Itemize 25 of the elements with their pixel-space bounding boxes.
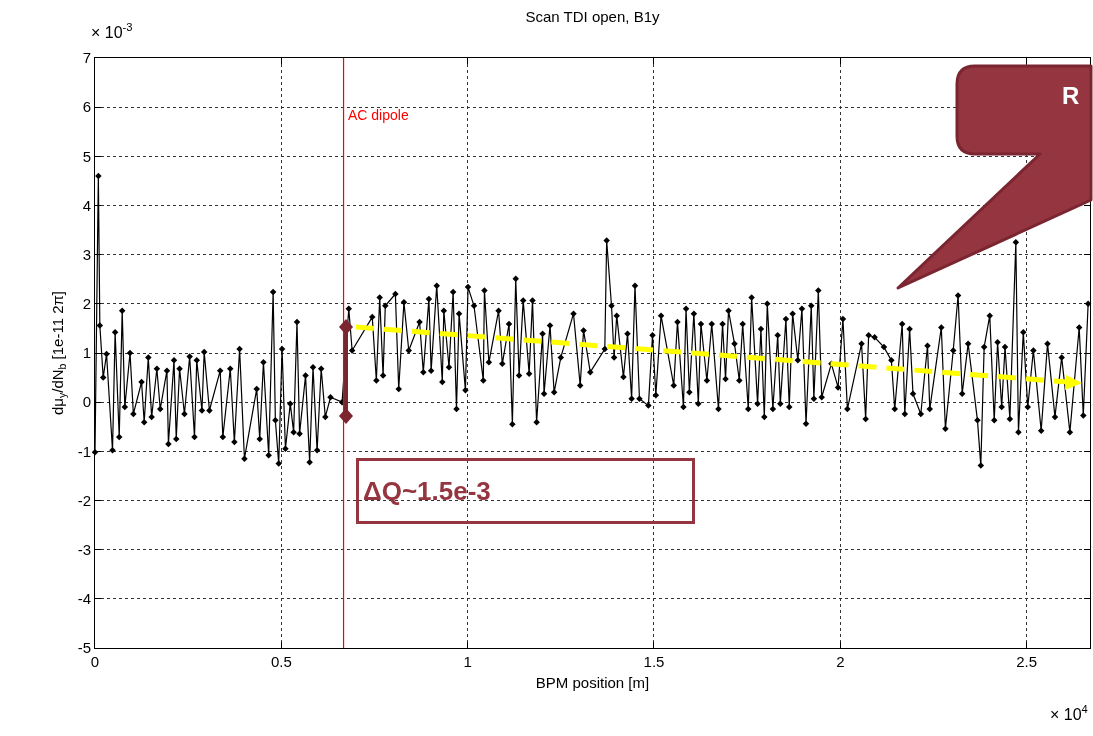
x-axis-title: BPM position [m] [535,674,650,691]
text: × 10$^{-3}$ [91,21,133,41]
y-tick-label: 0 [82,393,91,411]
y-tick-label: 2 [82,295,91,313]
annotation: R [1062,82,1080,109]
y-tick-label: -5 [77,639,91,657]
x-tick-label: 2 [836,653,845,670]
y-tick-label: 5 [82,147,91,165]
x-tick-label: 1.5 [643,653,665,670]
y-tick-label: 7 [82,49,91,67]
y-tick-label: -2 [77,491,91,509]
x-tick-label: 2.5 [1016,653,1038,670]
y-tick-label: -3 [77,540,91,558]
y-tick-label: 3 [82,245,91,263]
x-tick-label: 0.5 [270,653,292,670]
y-tick-label: 1 [82,344,91,362]
annotation: ΔQ~1.5e-3 [363,476,491,506]
y-tick-label: 6 [82,98,91,116]
chart-title: Scan TDI open, B1y [525,7,660,25]
x-tick-label: 1 [463,653,472,670]
y-tick-label: 4 [82,196,91,214]
ref-line-label: AC dipole [348,107,409,123]
y-tick-label: -1 [77,442,91,460]
y-tick-label: -4 [77,590,91,608]
text: × 10$^{4}$ [1050,703,1088,723]
